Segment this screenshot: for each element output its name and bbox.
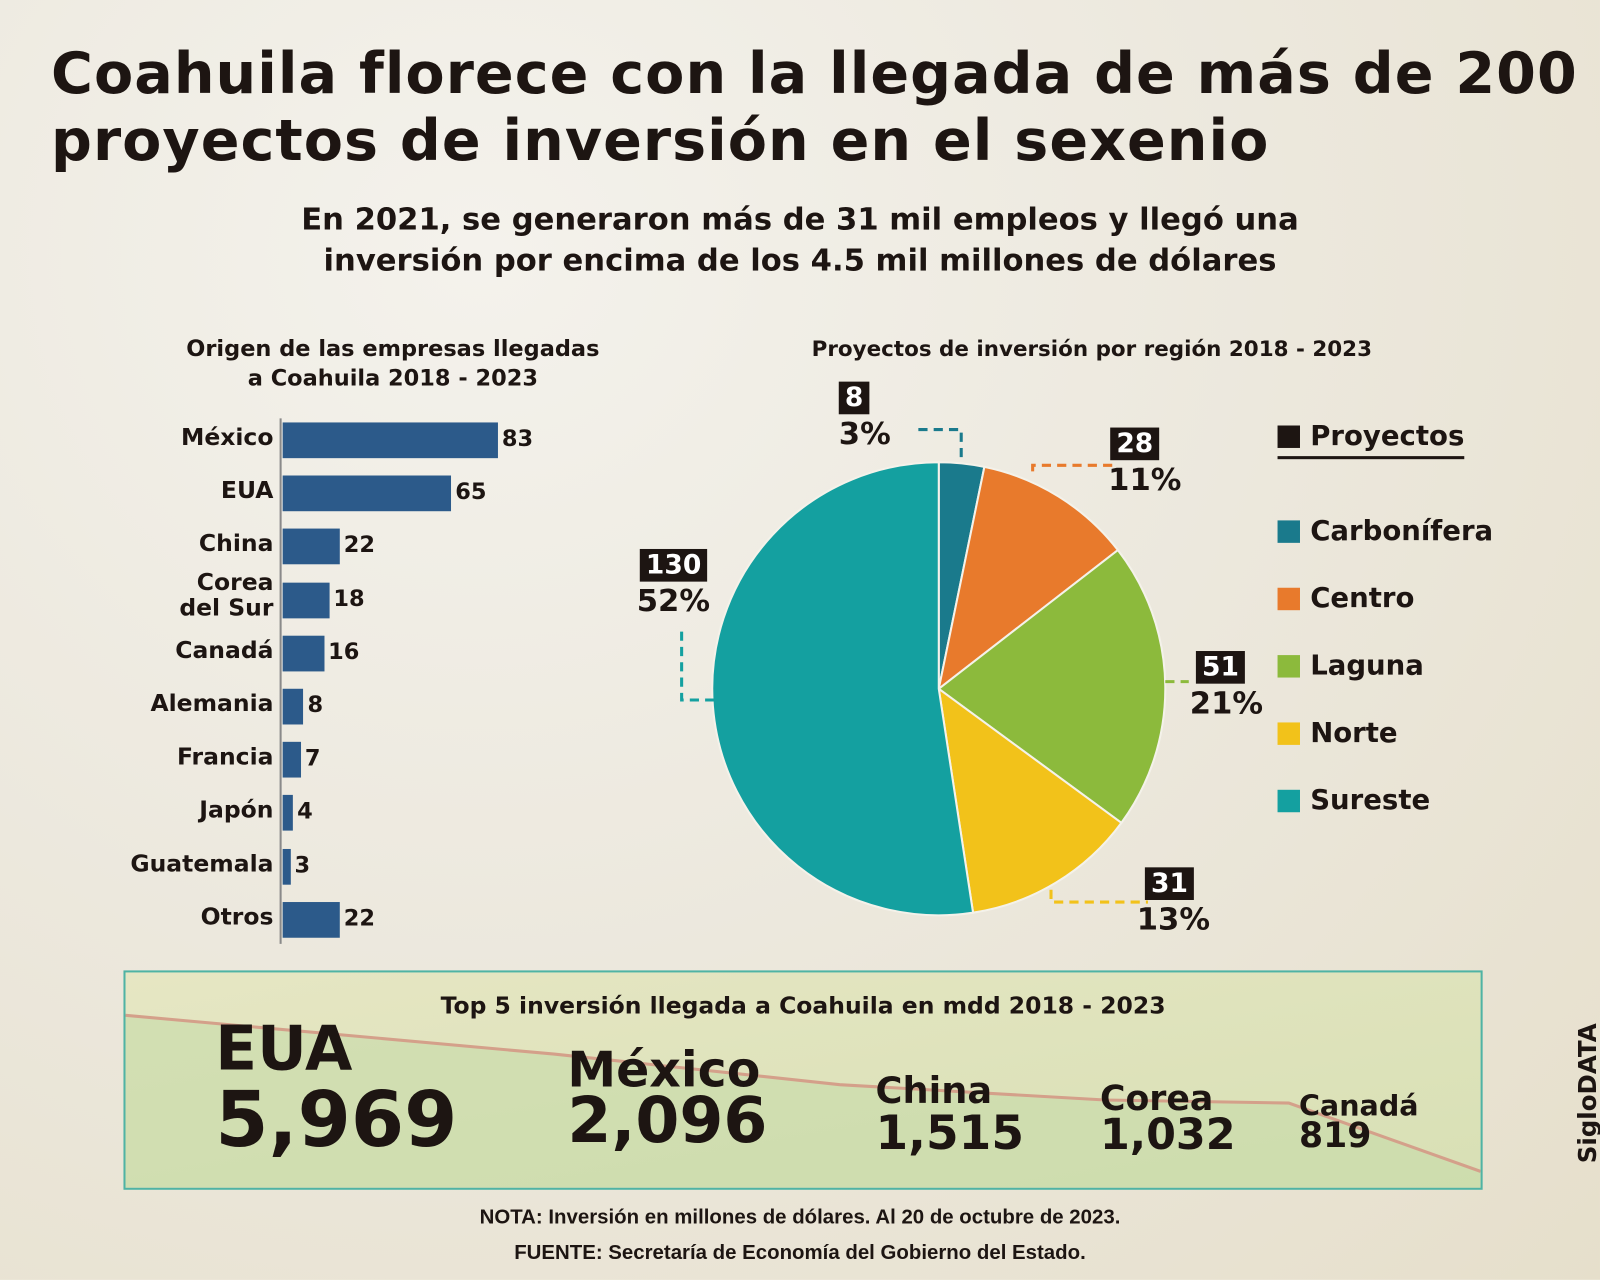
bar-label: Japón [199, 797, 274, 824]
source: FUENTE: Secretaría de Economía del Gobie… [514, 1241, 1086, 1265]
bar-label: México [180, 424, 274, 452]
bar-value: 22 [343, 905, 375, 932]
bar [282, 795, 294, 832]
bar [282, 422, 498, 459]
pie-value-label: 31 [1144, 867, 1195, 900]
bar-value: 4 [297, 799, 313, 825]
bar-value: 8 [307, 692, 324, 719]
legend-swatch [1277, 654, 1300, 678]
pie-percent-label: 13% [1136, 902, 1211, 938]
bar [282, 688, 304, 725]
bar-value: 18 [333, 586, 365, 612]
bar-value: 3 [294, 852, 311, 879]
bar [282, 582, 330, 618]
bar [282, 848, 291, 885]
legend-swatch [1277, 587, 1300, 610]
bar-label: Alemania [150, 690, 274, 718]
pie-chart-title: Proyectos de inversión por región 2018 -… [811, 336, 1372, 362]
pie-slice [937, 548, 1167, 825]
top5-value: 819 [1298, 1115, 1372, 1157]
legend-swatch [1277, 519, 1300, 543]
top5-value: 2,096 [567, 1082, 768, 1158]
pie-slice [937, 686, 1123, 914]
legend-swatch [1277, 721, 1300, 745]
bar-chart-title-line-2: a Coahuila 2018 - 2023 [247, 366, 538, 392]
bar-label: Francia [177, 744, 274, 771]
top5-country: Corea [1099, 1078, 1214, 1120]
bar-chart-title-line-1: Origen de las empresas llegadas [186, 336, 600, 363]
pie-leader-line [1049, 889, 1148, 904]
legend-label: Sureste [1310, 784, 1431, 817]
bar-label: China [198, 531, 274, 558]
legend-label: Norte [1310, 717, 1398, 749]
legend-swatch [1277, 789, 1300, 812]
bar-value: 22 [343, 533, 375, 559]
top5-country: Canadá [1298, 1088, 1419, 1123]
top5-country: China [875, 1070, 993, 1113]
pie-leader-line [1031, 463, 1113, 472]
pie-slice [937, 465, 1120, 692]
legend-title-text: Proyectos [1310, 420, 1465, 453]
bar-value: 83 [501, 426, 534, 453]
top5-title: Top 5 inversión llegada a Coahuila en md… [440, 992, 1166, 1020]
pie-percent-label: 52% [636, 583, 711, 620]
top5-country: México [567, 1041, 761, 1099]
pie-value-label: 130 [639, 548, 708, 582]
bar-label: Canadá [175, 637, 274, 665]
pie-slice [711, 461, 975, 917]
top5-value: 5,969 [215, 1074, 458, 1165]
legend-title: Proyectos [1277, 420, 1465, 460]
legend-title-swatch [1277, 424, 1300, 448]
legend-item: Laguna [1277, 649, 1424, 682]
bar [282, 528, 340, 565]
legend-label: Laguna [1310, 649, 1424, 682]
legend-label: Centro [1310, 582, 1415, 615]
top5-value: 1,032 [1099, 1109, 1236, 1160]
top5-country: EUA [215, 1013, 353, 1085]
legend-item: Carbonífera [1277, 515, 1494, 547]
bar-label: Guatemala [130, 850, 274, 878]
bar-label: EUA [220, 477, 274, 505]
pie-value-label: 8 [838, 381, 870, 415]
bar-label: Corea del Sur [179, 568, 274, 622]
bar-label: Otros [200, 903, 274, 931]
legend-item: Sureste [1277, 784, 1431, 817]
subtitle: En 2021, se generaron más de 31 mil empl… [0, 200, 1600, 282]
top5-trend-line [125, 1013, 1481, 1188]
top5-panel: Top 5 inversión llegada a Coahuila en md… [123, 970, 1483, 1190]
pie-value-label: 28 [1110, 427, 1160, 461]
bar-value: 65 [455, 479, 487, 506]
legend-item: Centro [1277, 582, 1415, 615]
bar-chart-title: Origen de las empresas llegadas a Coahui… [122, 335, 663, 394]
note: NOTA: Inversión en millones de dólares. … [479, 1206, 1121, 1229]
pie-value-label: 51 [1195, 651, 1246, 684]
brand-logo: SigloDATA [1573, 1023, 1600, 1164]
bar-value: 7 [304, 746, 321, 772]
bar [282, 901, 340, 938]
subtitle-line-2: inversión por encima de los 4.5 mil mill… [323, 242, 1277, 279]
pie-percent-label: 21% [1189, 685, 1264, 722]
subtitle-line-1: En 2021, se generaron más de 31 mil empl… [301, 202, 1299, 238]
pie-leader-line [680, 627, 715, 702]
pie-percent-label: 11% [1108, 462, 1182, 498]
legend-label: Carbonífera [1310, 515, 1494, 547]
page-title: Coahuila florece con la llegada de más d… [51, 40, 1578, 175]
bar-axis [279, 418, 282, 944]
bar [282, 475, 452, 512]
bar-value: 16 [328, 639, 360, 666]
top5-value: 1,515 [875, 1105, 1024, 1161]
bar [282, 742, 301, 778]
bar [282, 635, 325, 672]
pie-percent-label: 3% [838, 416, 891, 453]
legend-item: Norte [1277, 717, 1398, 749]
pie-leader-line [918, 428, 963, 460]
